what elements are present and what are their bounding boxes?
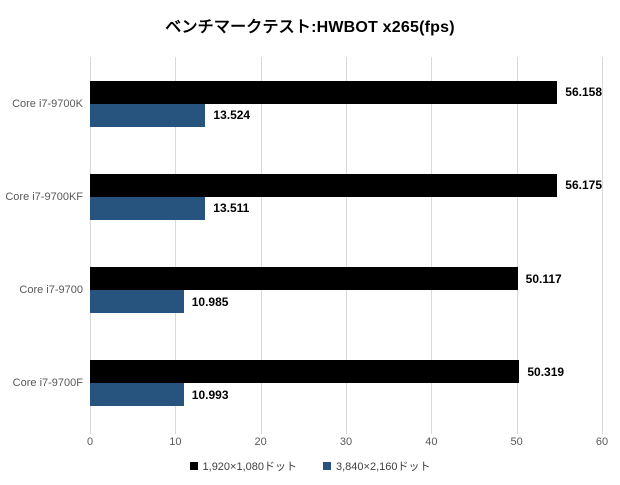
legend-swatch-icon [323,462,331,470]
bar-line: 56.175 [90,173,602,197]
gridline-x20 [260,57,262,434]
category-row: Core i7-9700 50.117 10.985 [19,244,602,337]
x-tick-label: 20 [254,436,267,448]
category-label: Core i7-9700KF [5,190,83,203]
category-row: Core i7-9700F 50.319 10.993 [13,337,602,430]
gridline-x0 [90,57,91,434]
bar-series2-core-i7-9700k [90,103,206,127]
x-tick-label: 40 [425,436,438,448]
x-tick-label: 10 [169,436,182,448]
bar-series1-core-i7-9700kf [90,173,558,197]
bar-series1-core-i7-9700f [90,360,520,384]
bar-line: 13.524 [90,103,602,127]
value-label: 50.319 [527,364,565,379]
legend: 1,920×1,080ドット 3,840×2,160ドット [0,458,620,474]
bar-series2-core-i7-9700 [90,290,184,314]
bar-line: 10.993 [90,383,602,407]
gridline-x60 [602,57,603,434]
plot-area: Core i7-9700K 56.158 13.524 Core i7-9700KF 5… [5,57,603,434]
category-label: Core i7-9700F [12,377,83,390]
category-label: Core i7-9700 [19,284,83,297]
bar-line: 10.985 [90,290,602,314]
bar-series1-core-i7-9700 [90,267,518,291]
x-tick-label: 60 [595,436,609,448]
legend-label: 1,920×1,080ドット [202,461,297,473]
value-label: 10.985 [191,294,229,309]
value-label: 56.158 [565,85,602,100]
bar-line: 50.319 [90,360,602,384]
chart-title: ベンチマークテスト:HWBOT x265(fps) [165,19,455,36]
x-tick-label: 0 [86,436,94,448]
value-label: 50.117 [525,271,562,286]
value-label: 13.524 [213,108,251,123]
bar-rows: Core i7-9700K 56.158 13.524 Core i7-9700KF 5… [5,57,602,430]
value-label: 13.511 [213,201,250,216]
x-tick-label: 30 [339,436,353,448]
gridline-x50 [516,57,518,434]
x-tick-label: 50 [510,436,523,448]
legend-label: 3,840×2,160ドット [336,461,431,473]
bar-line: 50.117 [90,267,602,291]
legend-swatch-icon [189,462,198,470]
bar-series1-core-i7-9700k [90,80,558,104]
value-label: 56.175 [565,178,602,193]
category-row: Core i7-9700K 56.158 13.524 [12,57,602,150]
value-label: 10.993 [191,387,229,402]
legend-item: 3,840×2,160ドット [323,458,430,474]
category-label: Core i7-9700K [12,97,83,110]
bar-series2-core-i7-9700kf [90,196,206,220]
legend-item: 1,920×1,080ドット [189,458,297,474]
gridline-x30 [346,57,347,434]
bar-line: 13.511 [90,196,602,220]
gridline-x40 [431,57,433,434]
bar-series2-core-i7-9700f [90,383,184,407]
gridline-x10 [175,57,177,434]
bar-line: 56.158 [90,80,602,104]
category-row: Core i7-9700KF 56.175 13.511 [5,150,602,243]
x-axis: 0 10 20 30 40 50 60 [86,436,608,452]
